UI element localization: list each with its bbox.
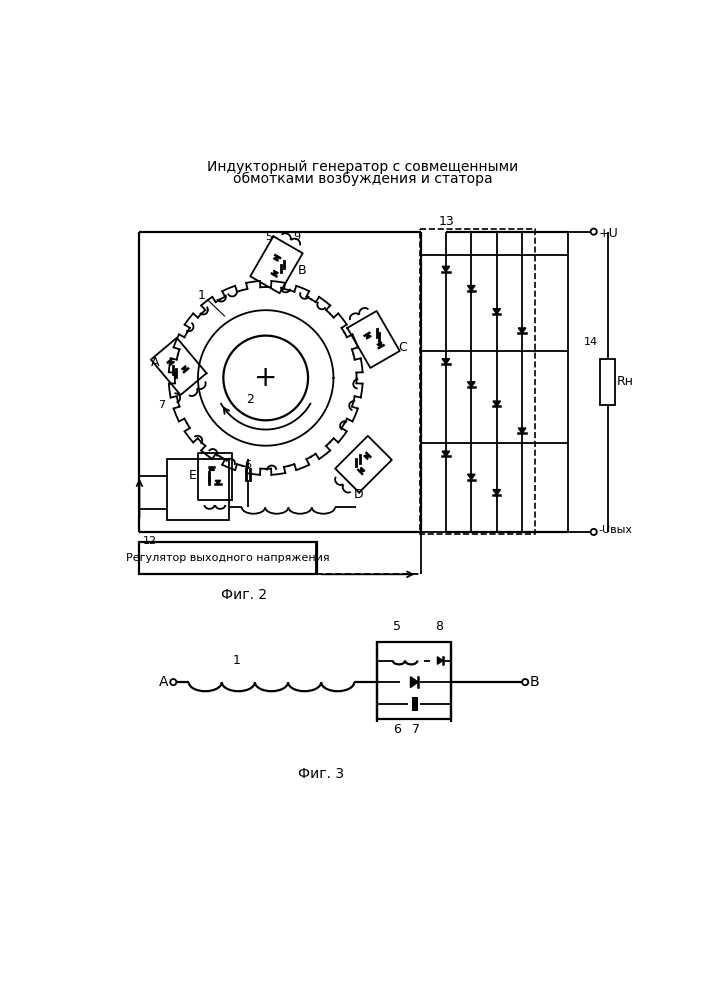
Text: A: A <box>159 675 169 689</box>
Text: Регулятор выходного напряжения: Регулятор выходного напряжения <box>126 553 329 563</box>
Polygon shape <box>215 480 221 484</box>
Text: 14: 14 <box>584 337 598 347</box>
Text: -Uвых: -Uвых <box>598 525 632 535</box>
Bar <box>420 229 535 534</box>
Text: 9: 9 <box>293 232 300 242</box>
Polygon shape <box>377 342 382 347</box>
Text: 1: 1 <box>233 654 240 667</box>
Polygon shape <box>493 401 501 406</box>
Polygon shape <box>411 677 418 687</box>
Polygon shape <box>442 266 450 272</box>
Polygon shape <box>442 359 450 364</box>
Polygon shape <box>518 328 526 333</box>
Polygon shape <box>493 309 501 314</box>
Text: 8: 8 <box>435 620 443 633</box>
Text: D: D <box>354 488 363 501</box>
Polygon shape <box>493 490 501 495</box>
Text: +U: +U <box>598 227 618 240</box>
Polygon shape <box>182 366 186 370</box>
Text: 5: 5 <box>265 232 272 242</box>
Text: 6: 6 <box>392 723 401 736</box>
Polygon shape <box>438 657 443 664</box>
Text: 6: 6 <box>245 460 252 470</box>
Polygon shape <box>366 334 371 339</box>
Text: E: E <box>189 469 197 482</box>
Text: A: A <box>151 356 160 369</box>
Polygon shape <box>467 286 475 291</box>
Text: обмотками возбуждения и статора: обмотками возбуждения и статора <box>233 172 493 186</box>
Text: 7: 7 <box>158 400 165 410</box>
Polygon shape <box>442 451 450 456</box>
Bar <box>378 642 450 719</box>
Polygon shape <box>518 428 526 433</box>
Text: Индукторный генератор с совмещенными: Индукторный генератор с совмещенными <box>207 160 518 174</box>
Polygon shape <box>467 382 475 387</box>
Bar <box>139 542 317 574</box>
Text: B: B <box>530 675 539 689</box>
Text: Фиг. 3: Фиг. 3 <box>298 767 344 781</box>
Text: B: B <box>298 264 307 277</box>
Text: 1: 1 <box>198 289 206 302</box>
Polygon shape <box>274 270 279 275</box>
Text: 13: 13 <box>439 215 455 228</box>
Text: C: C <box>398 341 407 354</box>
Polygon shape <box>274 257 278 261</box>
Text: Фиг. 2: Фиг. 2 <box>221 588 267 602</box>
Bar <box>600 359 615 405</box>
Text: 12: 12 <box>143 536 157 546</box>
Bar <box>167 459 229 520</box>
Text: +: + <box>254 364 277 392</box>
Polygon shape <box>170 361 175 365</box>
Polygon shape <box>361 467 365 472</box>
Polygon shape <box>209 466 214 470</box>
Polygon shape <box>467 474 475 480</box>
Polygon shape <box>364 455 368 460</box>
Text: 2: 2 <box>246 393 255 406</box>
Text: 5: 5 <box>392 620 401 633</box>
Text: Rн: Rн <box>617 375 633 388</box>
Text: 7: 7 <box>412 723 420 736</box>
